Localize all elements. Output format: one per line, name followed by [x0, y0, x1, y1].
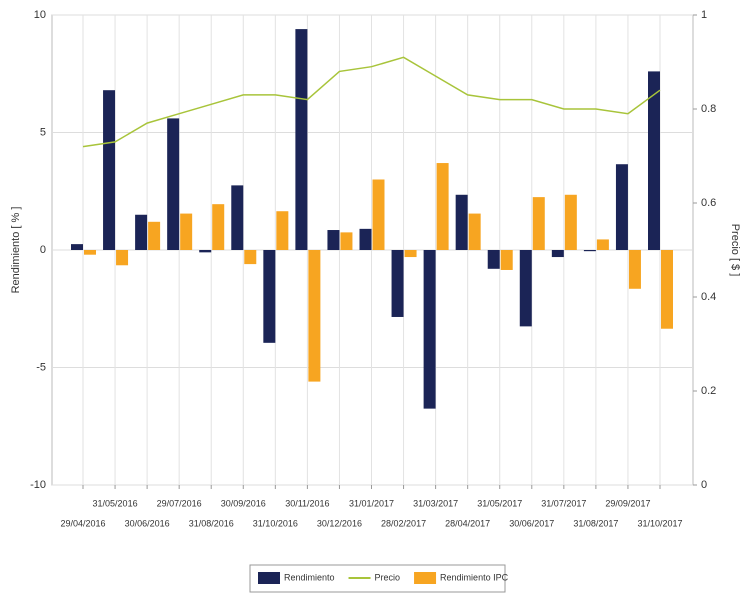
- price-line: [82, 56, 661, 148]
- bar: [103, 90, 116, 250]
- x-tick-label: 31/10/2016: [253, 518, 298, 528]
- bar: [308, 250, 321, 382]
- bar: [532, 197, 545, 250]
- legend-label: Precio: [375, 572, 401, 582]
- bar: [199, 250, 212, 253]
- x-tick-label: 28/02/2017: [381, 518, 426, 528]
- bar: [372, 179, 385, 250]
- x-tick-label: 30/09/2016: [221, 498, 266, 508]
- bar: [564, 194, 577, 250]
- legend-label: Rendimiento IPC: [440, 572, 509, 582]
- bar: [596, 239, 609, 250]
- bar: [84, 250, 96, 255]
- bar: [583, 250, 596, 252]
- x-tick-label: 28/04/2017: [445, 518, 490, 528]
- bar: [359, 228, 372, 250]
- y2-axis-title: Precio [ $ ]: [729, 224, 741, 277]
- y-tick-label: 5: [40, 126, 46, 138]
- legend-swatch: [414, 572, 437, 584]
- bar: [615, 164, 628, 250]
- x-tick-label: 30/06/2016: [125, 518, 170, 528]
- bar: [180, 213, 193, 250]
- y2-tick-label: 0: [701, 479, 707, 491]
- bar: [167, 118, 180, 251]
- bar: [487, 250, 500, 269]
- x-tick-label: 29/07/2016: [157, 498, 202, 508]
- x-tick-label: 31/03/2017: [413, 498, 458, 508]
- x-tick-label: 31/05/2016: [93, 498, 138, 508]
- bar: [212, 204, 225, 250]
- x-tick-label: 31/01/2017: [349, 498, 394, 508]
- x-tick-label: 31/10/2017: [637, 518, 682, 528]
- legend-box: [249, 564, 506, 593]
- bar: [423, 250, 436, 409]
- bar: [628, 250, 641, 289]
- legend-label: Rendimiento: [284, 572, 335, 582]
- bar: [455, 194, 468, 250]
- bar: [648, 71, 660, 251]
- bar: [436, 163, 449, 250]
- bar: [519, 250, 532, 327]
- y-tick-label: 10: [34, 9, 46, 21]
- bar: [295, 29, 308, 250]
- bar: [468, 213, 481, 250]
- x-tick-label: 31/08/2017: [573, 518, 618, 528]
- bar: [500, 250, 513, 270]
- bar: [71, 244, 83, 250]
- x-tick-label: 30/11/2016: [285, 498, 329, 508]
- bar: [116, 250, 129, 266]
- bar: [148, 221, 161, 250]
- x-tick-label: 30/06/2017: [509, 518, 554, 528]
- bar: [551, 250, 564, 258]
- bar: [404, 250, 417, 258]
- x-tick-label: 29/09/2017: [605, 498, 650, 508]
- y2-tick-label: 1: [701, 9, 707, 21]
- y-tick-label: -5: [36, 361, 46, 373]
- x-tick-label: 30/12/2016: [317, 518, 362, 528]
- x-tick-label: 29/04/2016: [60, 518, 105, 528]
- x-tick-label: 31/05/2017: [477, 498, 522, 508]
- bar: [244, 250, 257, 265]
- y2-tick-label: 0.6: [701, 197, 716, 209]
- y2-tick-label: 0.8: [701, 103, 716, 115]
- bar: [276, 211, 289, 250]
- y2-tick-label: 0.2: [701, 385, 716, 397]
- bar: [661, 250, 673, 329]
- x-tick-label: 31/07/2017: [541, 498, 586, 508]
- y-tick-label: 0: [40, 244, 46, 256]
- y2-tick-label: 0.4: [701, 291, 716, 303]
- bar: [340, 232, 353, 250]
- bar: [263, 250, 276, 343]
- x-tick-label: 31/08/2016: [189, 518, 234, 528]
- y-axis-title: Rendimiento [ % ]: [10, 207, 22, 294]
- bar: [327, 230, 340, 250]
- bar: [391, 250, 404, 317]
- bar: [231, 185, 244, 250]
- bar: [135, 214, 148, 250]
- legend-swatch: [258, 572, 280, 584]
- y-tick-label: -10: [30, 479, 46, 491]
